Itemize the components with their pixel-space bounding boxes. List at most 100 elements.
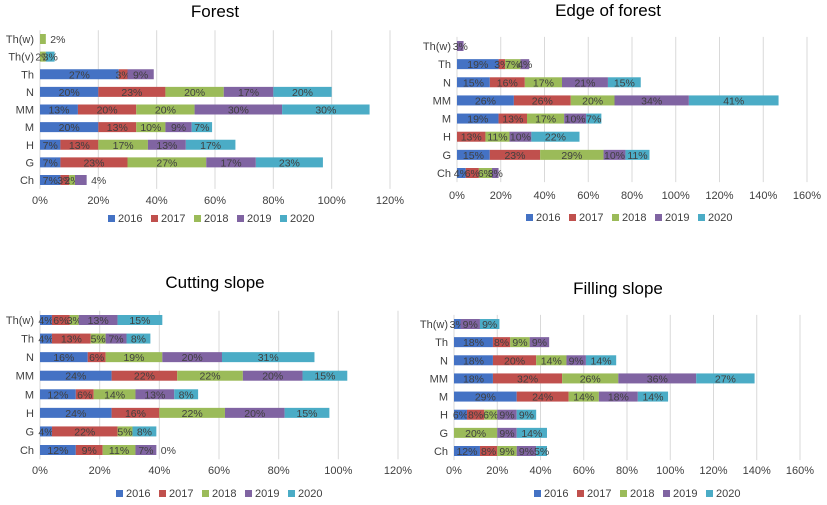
legend-label: 2020 (708, 212, 732, 224)
data-label: 30% (315, 105, 336, 117)
bar-ch-2019 (516, 446, 537, 456)
bar-ch-2016 (40, 175, 61, 185)
bar-h-2018 (98, 139, 148, 150)
data-label: 20% (97, 105, 118, 117)
data-label: 9% (463, 319, 478, 331)
bar-mm-2016 (457, 95, 514, 106)
category-label: H (443, 132, 451, 144)
legend-label: 2019 (673, 488, 697, 500)
legend-label: 2018 (204, 213, 228, 225)
legend-label: 2017 (169, 488, 193, 500)
bar-ch-2018 (102, 445, 136, 455)
data-label: 8% (468, 410, 483, 422)
data-label: 6% (483, 410, 498, 422)
category-label: N (443, 77, 451, 89)
bar-m-2020 (637, 391, 669, 402)
legend-label: 2016 (544, 488, 568, 500)
category-label: H (26, 140, 34, 152)
bar-g-2017 (51, 426, 118, 437)
bar-g-2017 (60, 157, 128, 168)
bar-th-w-2018 (40, 34, 46, 44)
bar-m-2016 (40, 122, 99, 133)
bar-m-2017 (516, 391, 569, 402)
bar-m-2020 (191, 122, 213, 133)
bar-n-2019 (566, 355, 586, 366)
bar-h-2017 (111, 407, 160, 418)
data-label: 18% (463, 355, 484, 367)
bar-h-2016 (454, 409, 467, 420)
bar-g-2018 (540, 149, 604, 160)
data-label: 7% (505, 59, 520, 71)
x-tick-label: 100% (318, 195, 346, 207)
data-label: 7% (43, 157, 58, 169)
data-label: 11% (487, 132, 507, 144)
x-tick-label: 20% (490, 190, 512, 202)
bar-ch-2017 (479, 446, 498, 456)
data-label: 24% (532, 392, 553, 404)
data-label: 17% (200, 140, 221, 152)
bar-h-2019 (497, 409, 517, 420)
data-label: 12% (47, 445, 68, 457)
data-label: 32% (517, 373, 538, 385)
bar-th-w-2019 (457, 41, 464, 51)
data-label: 18% (463, 373, 484, 385)
bar-n-2017 (489, 77, 525, 88)
legend-swatch-2019 (655, 214, 662, 221)
data-label: 6% (53, 315, 68, 327)
chart-filling-slope: Filling slope 0% 20% 40% 60% 80% 100% 120% 140% 1… (420, 279, 814, 500)
data-label: 15% (463, 77, 484, 89)
chart-forest: Forest 0% 20% 40% 60% 80% 100% 120% Th(w) 2% Th(v)… (6, 2, 404, 225)
data-label: 23% (121, 87, 142, 99)
bar-g-2016 (40, 157, 61, 168)
x-tick-label: 40% (148, 465, 170, 477)
bar-n-2019 (223, 86, 274, 97)
bar-g-2020 (625, 149, 650, 160)
bar-th-w-2020 (117, 315, 163, 325)
bar-ch-2019 (75, 175, 87, 185)
data-label: 3% (67, 315, 82, 327)
data-label: 41% (723, 95, 744, 107)
data-label: 20% (582, 95, 603, 107)
data-label: 15% (297, 408, 318, 420)
bar-h-2018 (485, 131, 510, 142)
category-label: H (26, 408, 34, 420)
legend-swatch-2018 (202, 490, 209, 497)
data-label: 11% (627, 150, 647, 162)
category-label: Th (21, 334, 34, 346)
x-tick-label: 120% (699, 465, 727, 477)
legend-label: 2017 (579, 212, 603, 224)
x-tick-label: 60% (208, 465, 230, 477)
x-tick-label: 0% (449, 190, 465, 202)
bar-m-2016 (457, 113, 499, 124)
data-label: 6% (453, 410, 468, 422)
legend-swatch-2019 (237, 215, 244, 222)
bar-m-2016 (454, 391, 517, 402)
legend-swatch-2018 (620, 490, 627, 497)
legend-swatch-2017 (569, 214, 576, 221)
data-label: 13% (502, 114, 523, 126)
data-label: 31% (258, 352, 279, 364)
data-label: 12% (456, 446, 477, 458)
bar-g-2018 (454, 427, 498, 438)
data-label: 9% (569, 355, 584, 367)
category-label: Th(w) (423, 41, 451, 53)
data-label: 17% (535, 114, 556, 126)
bar-mm-2019 (194, 104, 283, 115)
category-label: MM (16, 105, 34, 117)
bar-n-2016 (457, 77, 490, 88)
data-label: 12% (47, 389, 68, 401)
x-tick-label: 100% (662, 190, 690, 202)
data-label: 17% (238, 87, 259, 99)
bar-n-2017 (98, 86, 166, 97)
x-tick-label: 40% (533, 190, 555, 202)
legend-swatch-2018 (194, 215, 201, 222)
data-label: 13% (107, 122, 128, 134)
data-label: 8% (481, 446, 496, 458)
chart-title: Cutting slope (165, 273, 264, 292)
bar-m-2020 (586, 113, 602, 124)
data-label: 22% (182, 408, 203, 420)
legend-swatch-2020 (288, 490, 295, 497)
data-label: 23% (504, 150, 525, 162)
data-label: 9% (82, 445, 97, 457)
data-label: 26% (475, 95, 496, 107)
